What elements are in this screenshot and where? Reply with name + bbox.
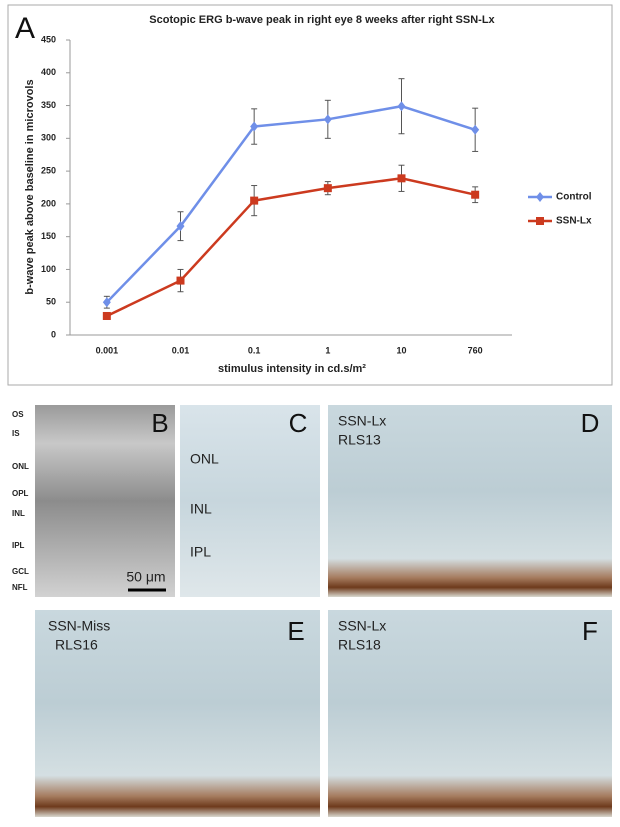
layer-label: ONL [12, 462, 29, 471]
panel-label: C [289, 408, 308, 438]
y-tick-label: 100 [41, 264, 56, 274]
y-tick-label: 300 [41, 133, 56, 143]
x-axis-label: stimulus intensity in cd.s/m² [218, 363, 366, 375]
y-tick-label: 50 [46, 297, 56, 307]
marker [471, 124, 480, 135]
marker [176, 221, 185, 232]
panel-text: SSN-Lx [338, 413, 386, 429]
micrograph [180, 405, 320, 597]
layer-label: IS [12, 429, 20, 438]
marker [397, 174, 406, 183]
series-line [106, 177, 476, 318]
panel-label: E [287, 616, 304, 646]
x-tick-label: 0.001 [96, 345, 119, 355]
panel-text: SSN-Lx [338, 618, 386, 634]
y-tick-label: 0 [51, 329, 56, 339]
y-tick-label: 400 [41, 67, 56, 77]
panel-label: F [582, 616, 598, 646]
x-tick-label: 0.1 [248, 345, 261, 355]
x-tick-label: 0.01 [172, 345, 190, 355]
x-tick-label: 10 [396, 345, 406, 355]
panel-text: RLS16 [55, 637, 98, 653]
layer-label: NFL [12, 583, 28, 592]
marker [176, 276, 185, 285]
legend-label: SSN-Lx [556, 216, 592, 227]
y-tick-label: 200 [41, 198, 56, 208]
panel-text: RLS13 [338, 432, 381, 448]
series-line [105, 104, 476, 304]
legend-label: Control [556, 192, 592, 203]
marker [323, 114, 332, 125]
marker [250, 121, 259, 132]
chart-title: Scotopic ERG b-wave peak in right eye 8 … [149, 14, 495, 26]
micrograph [328, 405, 612, 597]
legend-marker [536, 217, 544, 225]
legend-marker [536, 192, 544, 202]
layer-label: GCL [12, 567, 29, 576]
micrograph [35, 405, 175, 597]
scale-bar-label: 50 μm [126, 569, 165, 585]
layer-label: OPL [12, 489, 29, 498]
layer-text: INL [190, 501, 212, 517]
layer-label: IPL [12, 541, 25, 550]
y-tick-label: 250 [41, 165, 56, 175]
x-tick-label: 760 [468, 345, 483, 355]
panel-label: B [151, 408, 168, 438]
panel-text: RLS18 [338, 637, 381, 653]
marker [471, 190, 480, 199]
panel-text: SSN-Miss [48, 618, 110, 634]
marker [397, 101, 406, 112]
marker [323, 184, 332, 193]
y-tick-label: 450 [41, 34, 56, 44]
marker [102, 297, 111, 308]
y-axis-label: b-wave peak above baseline in microvols [24, 79, 36, 294]
layer-label: INL [12, 509, 25, 518]
y-tick-label: 350 [41, 100, 56, 110]
micrograph [328, 610, 612, 817]
marker [250, 196, 259, 205]
y-tick-label: 150 [41, 231, 56, 241]
x-tick-label: 1 [325, 345, 330, 355]
marker [102, 311, 111, 320]
panel-label: D [581, 408, 600, 438]
layer-text: ONL [190, 451, 219, 467]
layer-text: IPL [190, 544, 211, 560]
chart-frame [7, 4, 613, 386]
layer-label: OS [12, 410, 24, 419]
panel-label: A [15, 12, 35, 45]
micrograph [35, 610, 320, 817]
